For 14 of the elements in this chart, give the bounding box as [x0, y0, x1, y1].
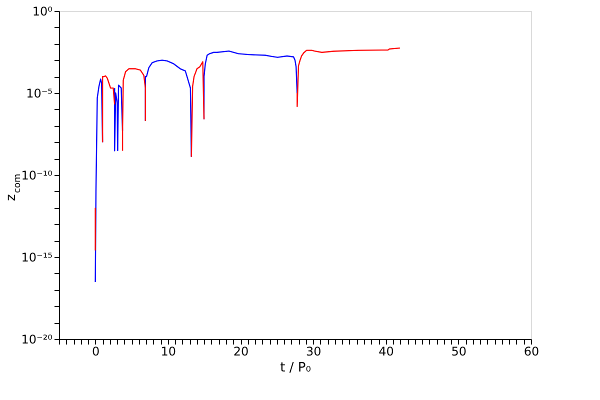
x-tick-label: 50: [451, 344, 467, 358]
y-tick-label: 10⁻⁵: [26, 86, 53, 100]
x-tick-label: 10: [160, 344, 176, 358]
x-axis-title: t / P₀: [280, 360, 311, 376]
y-tick-label: 10⁰: [32, 4, 53, 18]
x-tick-label: 30: [306, 344, 322, 358]
x-tick-label: 0: [92, 344, 100, 358]
y-axis-title: zcom: [4, 174, 23, 201]
y-tick-label: 10⁻¹⁰: [21, 168, 53, 182]
x-tick-label: 60: [524, 344, 540, 358]
x-tick-label: 40: [378, 344, 394, 358]
y-tick-label: 10⁻¹⁵: [21, 250, 53, 264]
x-tick-label: 20: [233, 344, 249, 358]
y-tick-label: 10⁻²⁰: [21, 332, 53, 346]
